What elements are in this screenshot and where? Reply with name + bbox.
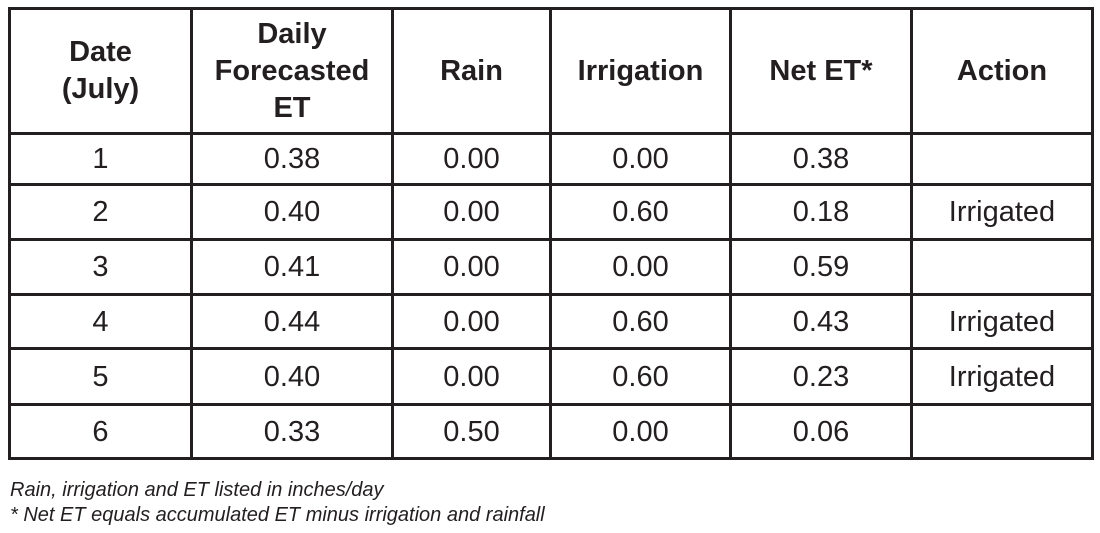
- cell-net-et: 0.59: [729, 238, 913, 296]
- cell-date: 5: [8, 347, 193, 406]
- cell-irrigation: 0.00: [549, 132, 732, 186]
- table-row: 3 0.41 0.00 0.00 0.59: [8, 238, 1094, 296]
- cell-rain: 0.00: [391, 293, 552, 350]
- table-row: 4 0.44 0.00 0.60 0.43 Irrigated: [8, 293, 1094, 350]
- table-row: 2 0.40 0.00 0.60 0.18 Irrigated: [8, 183, 1094, 241]
- cell-forecast-et: 0.40: [190, 183, 394, 241]
- table-footnotes: Rain, irrigation and ET listed in inches…: [10, 478, 545, 528]
- cell-rain: 0.50: [391, 403, 552, 460]
- cell-irrigation: 0.60: [549, 293, 732, 350]
- cell-net-et: 0.43: [729, 293, 913, 350]
- cell-action: Irrigated: [910, 293, 1094, 350]
- cell-net-et: 0.06: [729, 403, 913, 460]
- cell-forecast-et: 0.41: [190, 238, 394, 296]
- cell-rain: 0.00: [391, 183, 552, 241]
- cell-date: 2: [8, 183, 193, 241]
- cell-rain: 0.00: [391, 347, 552, 406]
- cell-rain: 0.00: [391, 132, 552, 186]
- units-footnote: Rain, irrigation and ET listed in inches…: [10, 479, 384, 501]
- cell-net-et: 0.38: [729, 132, 913, 186]
- header-net-et: Net ET*: [729, 7, 913, 135]
- table-row: 5 0.40 0.00 0.60 0.23 Irrigated: [8, 347, 1094, 406]
- header-row: Date (July) Daily Forecasted ET Rain Irr…: [8, 7, 1094, 135]
- cell-date: 1: [8, 132, 193, 186]
- header-action: Action: [910, 7, 1094, 135]
- header-daily-forecasted-et: Daily Forecasted ET: [190, 7, 394, 135]
- cell-irrigation: 0.00: [549, 238, 732, 296]
- net-et-footnote: * Net ET equals accumulated ET minus irr…: [10, 504, 545, 526]
- cell-forecast-et: 0.33: [190, 403, 394, 460]
- cell-forecast-et: 0.38: [190, 132, 394, 186]
- cell-net-et: 0.23: [729, 347, 913, 406]
- table-row: 1 0.38 0.00 0.00 0.38: [8, 132, 1094, 186]
- cell-net-et: 0.18: [729, 183, 913, 241]
- cell-action: [910, 132, 1094, 186]
- cell-action: Irrigated: [910, 183, 1094, 241]
- cell-action: [910, 403, 1094, 460]
- cell-forecast-et: 0.44: [190, 293, 394, 350]
- cell-date: 3: [8, 238, 193, 296]
- cell-rain: 0.00: [391, 238, 552, 296]
- cell-irrigation: 0.60: [549, 347, 732, 406]
- cell-date: 6: [8, 403, 193, 460]
- et-schedule-table: Date (July) Daily Forecasted ET Rain Irr…: [8, 7, 1094, 460]
- header-irrigation: Irrigation: [549, 7, 732, 135]
- et-table-container: Date (July) Daily Forecasted ET Rain Irr…: [8, 7, 1094, 460]
- header-date: Date (July): [8, 7, 193, 135]
- cell-irrigation: 0.00: [549, 403, 732, 460]
- header-rain: Rain: [391, 7, 552, 135]
- cell-date: 4: [8, 293, 193, 350]
- cell-forecast-et: 0.40: [190, 347, 394, 406]
- cell-irrigation: 0.60: [549, 183, 732, 241]
- cell-action: Irrigated: [910, 347, 1094, 406]
- cell-action: [910, 238, 1094, 296]
- table-row: 6 0.33 0.50 0.00 0.06: [8, 403, 1094, 460]
